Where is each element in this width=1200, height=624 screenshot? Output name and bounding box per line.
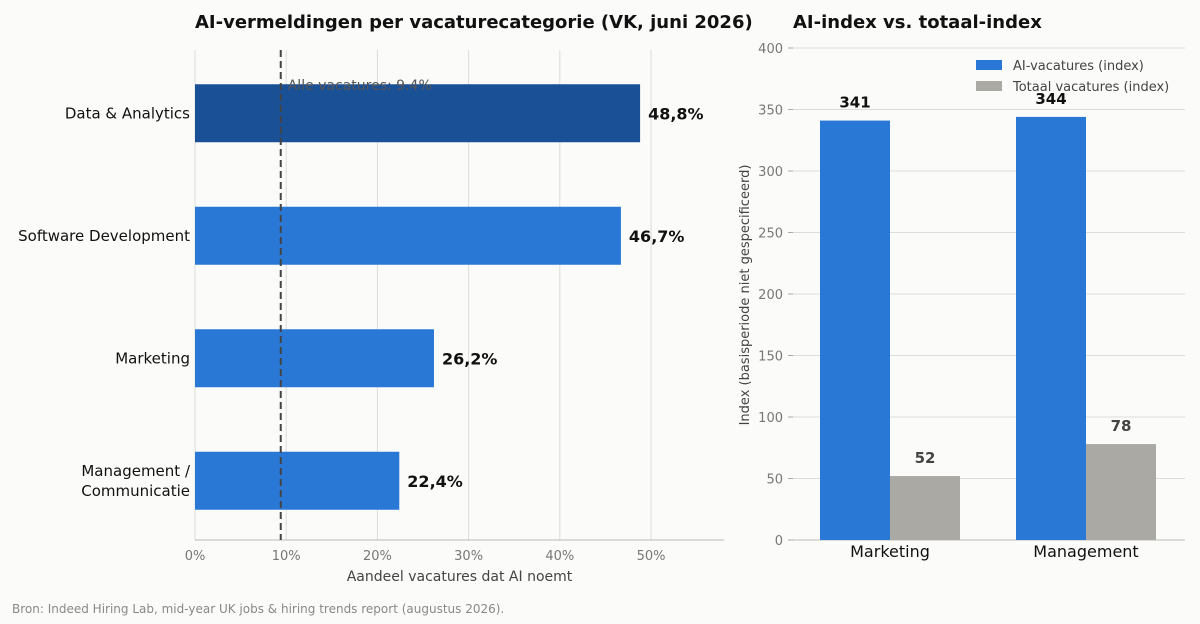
x-tick-label: 10% (272, 549, 301, 564)
legend-label: Totaal vacatures (index) (1012, 80, 1169, 95)
x-axis-label: Aandeel vacatures dat AI noemt (347, 569, 573, 585)
y-tick-label: 100 (758, 411, 783, 426)
horizontal-bar-chart: 0% 10% 20% 30% 40% 50% Aandeel vacatures dat A… (18, 50, 724, 585)
bar-value-label: 78 (1111, 417, 1132, 435)
category-label: Software Development (18, 227, 190, 245)
bar-value-label: 48,8% (648, 104, 704, 123)
bar-management-communicatie (195, 451, 400, 510)
bar-ai-management (1016, 116, 1086, 540)
y-tick-label: 350 (758, 104, 783, 119)
category-label: Management (1033, 542, 1138, 561)
y-tick-label: 0 (775, 534, 783, 549)
category-label: Marketing (850, 542, 930, 561)
source-note: Bron: Indeed Hiring Lab, mid-year UK job… (12, 602, 504, 616)
bar-totaal-management (1086, 444, 1156, 540)
legend-swatch (976, 81, 1002, 91)
bar-value-label: 46,7% (629, 227, 685, 246)
left-chart-title: AI-vermeldingen per vacaturecategorie (V… (195, 12, 753, 33)
bar-totaal-marketing (890, 476, 960, 540)
x-tick-label: 40% (545, 549, 574, 564)
bar-ai-marketing (820, 120, 890, 540)
y-tick-label: 400 (758, 42, 783, 57)
bar-data-analytics (195, 84, 641, 143)
reference-line-label: Alle vacatures: 9.4% (288, 78, 432, 94)
y-tick-label: 300 (758, 165, 783, 180)
grouped-bar-chart: 0 50 100 150 200 250 300 350 400 Index (basisperi… (738, 42, 1185, 561)
y-tick-label: 250 (758, 227, 783, 242)
category-label: Management / (81, 462, 191, 480)
x-tick-label: 50% (637, 549, 666, 564)
category-label: Data & Analytics (65, 104, 190, 122)
legend-swatch (976, 60, 1002, 70)
bar-value-label: 26,2% (442, 349, 498, 368)
legend-label: AI-vacatures (index) (1013, 59, 1144, 74)
bar-value-label: 344 (1035, 90, 1066, 108)
bar-value-label: 341 (839, 94, 870, 112)
category-label: Marketing (115, 349, 190, 367)
y-axis-label: Index (basisperiode niet gespecificeerd) (738, 165, 753, 426)
bar-value-label: 52 (915, 449, 936, 467)
bar-value-label: 22,4% (407, 472, 463, 491)
y-tick-label: 150 (758, 350, 783, 365)
y-tick-label: 50 (766, 473, 783, 488)
bar-marketing (195, 329, 434, 388)
bar-software-development (195, 206, 621, 265)
y-tick-label: 200 (758, 288, 783, 303)
category-label: Communicatie (81, 482, 190, 500)
x-tick-label: 0% (185, 549, 206, 564)
x-tick-label: 30% (454, 549, 483, 564)
x-tick-label: 20% (363, 549, 392, 564)
right-chart-title: AI-index vs. totaal-index (793, 12, 1042, 33)
